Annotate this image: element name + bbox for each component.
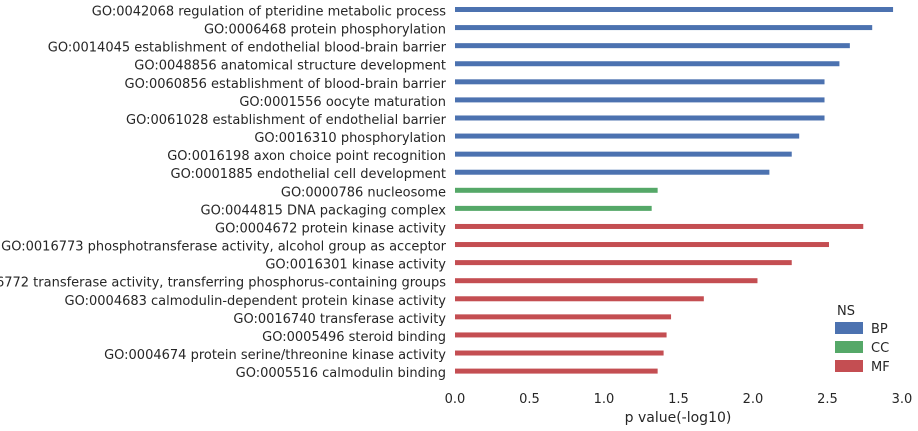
bar-5 [455,97,825,103]
bar-11 [455,205,652,211]
bar-2 [455,43,850,49]
category-label-18: GO:0005496 steroid binding [262,330,446,345]
category-label-15: GO:0016772 transferase activity, transfe… [0,276,446,291]
bar-1 [455,25,873,31]
legend-label-cc: CC [871,341,889,356]
category-label-10: GO:0000786 nucleosome [281,185,446,200]
bar-4 [455,79,825,85]
category-label-3: GO:0048856 anatomical structure developm… [134,59,446,74]
category-label-11: GO:0044815 DNA packaging complex [201,203,447,218]
category-label-5: GO:0001556 oocyte maturation [239,95,446,110]
category-label-16: GO:0004683 calmodulin-dependent protein … [65,294,447,309]
x-tick-label-2: 1.0 [594,392,615,407]
bar-14 [455,260,792,266]
bar-18 [455,332,667,338]
category-label-13: GO:0016773 phosphotransferase activity, … [1,240,446,255]
legend-swatch-bp [835,322,863,334]
category-labels: GO:0042068 regulation of pteridine metab… [0,5,447,382]
bar-6 [455,115,825,121]
legend-swatch-cc [835,341,863,353]
bar-15 [455,278,758,284]
x-tick-label-4: 2.0 [743,392,764,407]
legend-label-bp: BP [871,322,888,337]
category-label-0: GO:0042068 regulation of pteridine metab… [92,5,446,20]
x-axis-ticks: 0.0 0.5 1.0 1.5 2.0 2.5 3.0 [445,392,913,407]
bar-0 [455,7,894,12]
category-label-1: GO:0006468 protein phosphorylation [204,23,446,38]
category-label-17: GO:0016740 transferase activity [233,312,446,327]
x-tick-label-1: 0.5 [519,392,540,407]
bars-group [455,7,894,374]
legend-label-mf: MF [871,360,890,375]
bar-20 [455,368,658,374]
category-label-12: GO:0004672 protein kinase activity [215,221,446,236]
x-tick-label-5: 2.5 [817,392,838,407]
bar-3 [455,61,840,67]
bar-12 [455,223,864,229]
bar-9 [455,169,770,175]
category-label-2: GO:0014045 establishment of endothelial … [48,41,447,56]
x-tick-label-6: 3.0 [892,392,913,407]
category-label-20: GO:0005516 calmodulin binding [236,366,446,381]
category-label-4: GO:0060856 establishment of blood-brain … [125,77,447,92]
legend: NS BP CC MF [835,304,890,375]
bar-13 [455,242,829,248]
bar-7 [455,133,800,139]
bar-16 [455,296,704,302]
category-label-7: GO:0016310 phosphorylation [254,131,446,146]
bar-10 [455,187,658,193]
bar-19 [455,350,664,356]
legend-swatch-mf [835,360,863,372]
x-tick-label-3: 1.5 [668,392,689,407]
category-label-8: GO:0016198 axon choice point recognition [167,149,446,164]
bar-17 [455,314,672,320]
legend-title: NS [837,304,855,319]
bar-8 [455,151,792,157]
category-label-6: GO:0061028 establishment of endothelial … [126,113,447,128]
category-label-19: GO:0004674 protein serine/threonine kina… [104,348,446,363]
x-tick-label-0: 0.0 [445,392,466,407]
category-label-9: GO:0001885 endothelial cell development [171,167,446,182]
category-label-14: GO:0016301 kinase activity [265,258,446,273]
x-axis-label: p value(-log10) [625,410,732,426]
